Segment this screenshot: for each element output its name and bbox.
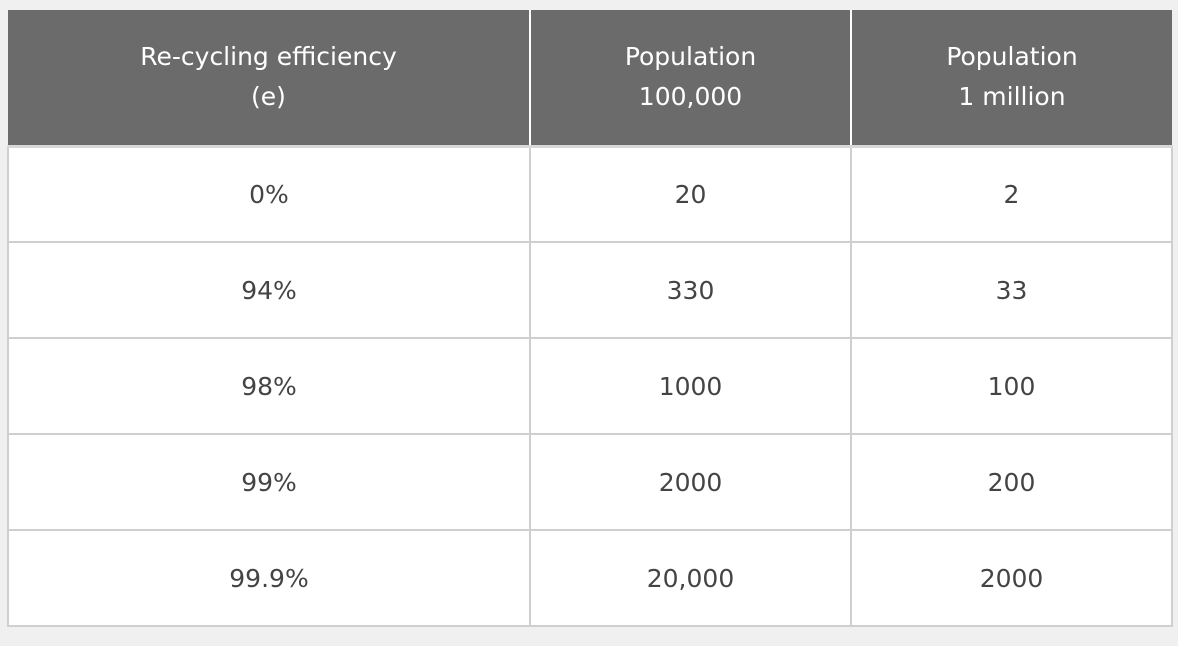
table-row: 99% 2000 200 — [7, 433, 1173, 531]
column-header-population-1-million: Population 1 million — [850, 10, 1172, 146]
header-line: 1 million — [958, 82, 1066, 112]
table-body: 0% 20 2 94% 330 33 98% 1000 100 99% 2000… — [7, 144, 1173, 627]
column-header-population-100000: Population 100,000 — [529, 10, 851, 146]
header-line: Population — [946, 42, 1078, 72]
table-cell: 0% — [7, 144, 531, 243]
table-cell: 200 — [850, 433, 1173, 531]
table-cell: 2000 — [850, 529, 1173, 627]
column-header-recycling-efficiency: Re-cycling efficiency (e) — [8, 10, 530, 146]
table-row: 99.9% 20,000 2000 — [7, 529, 1173, 627]
table-row: 98% 1000 100 — [7, 337, 1173, 435]
header-line: Population — [624, 42, 757, 72]
table-cell: 33 — [850, 241, 1173, 339]
table-cell: 94% — [7, 241, 531, 339]
table-cell: 20,000 — [529, 529, 852, 627]
table-cell: 99% — [7, 433, 531, 531]
header-line: (e) — [251, 82, 286, 112]
table-header: Re-cycling efficiency (e) Population 100… — [8, 10, 1172, 146]
table-cell: 100 — [850, 337, 1173, 435]
table-cell: 1000 — [529, 337, 852, 435]
table-cell: 99.9% — [7, 529, 531, 627]
data-table: Re-cycling efficiency (e) Population 100… — [7, 10, 1173, 627]
header-row: Re-cycling efficiency (e) Population 100… — [8, 10, 1172, 146]
table-container: Re-cycling efficiency (e) Population 100… — [7, 10, 1173, 641]
table-row: 0% 20 2 — [7, 144, 1173, 243]
table-cell: 98% — [7, 337, 531, 435]
table-cell: 2000 — [529, 433, 852, 531]
table-cell: 330 — [529, 241, 852, 339]
header-line: Re-cycling efficiency — [140, 42, 397, 72]
header-line: 100,000 — [638, 82, 743, 112]
table-cell: 2 — [850, 144, 1173, 243]
table-cell: 20 — [529, 144, 852, 243]
table-row: 94% 330 33 — [7, 241, 1173, 339]
